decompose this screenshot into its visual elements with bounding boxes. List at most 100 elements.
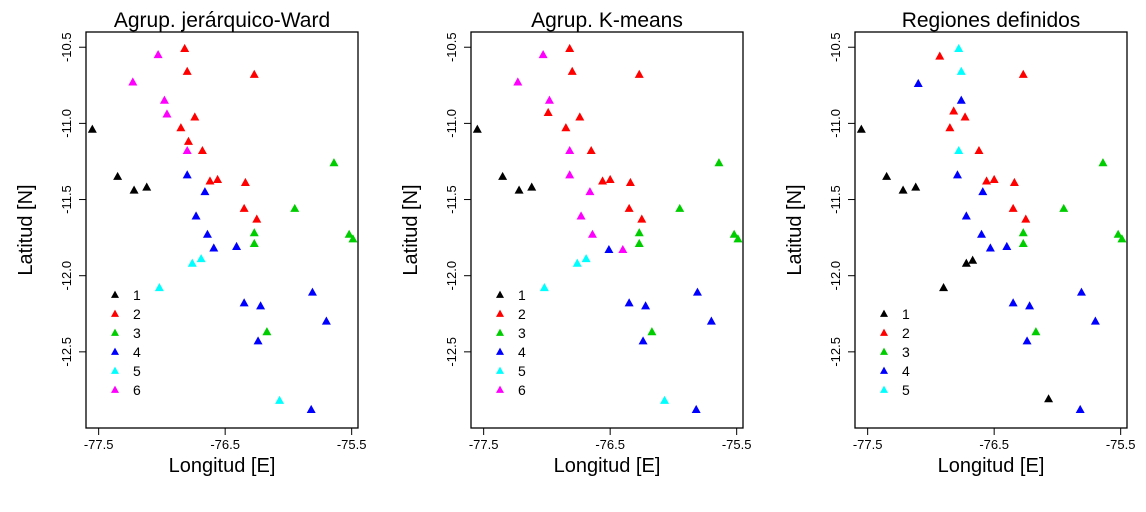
data-point-series-1 bbox=[856, 124, 866, 133]
legend-entry-label: 1 bbox=[133, 287, 141, 303]
data-point-series-3 bbox=[634, 228, 644, 237]
data-point-series-1 bbox=[113, 171, 123, 180]
y-tick-label: -12.5 bbox=[828, 337, 843, 367]
data-point-series-4 bbox=[182, 170, 192, 179]
data-point-series-2 bbox=[183, 136, 193, 145]
data-point-series-1 bbox=[87, 124, 97, 133]
data-point-series-3 bbox=[1031, 327, 1041, 336]
data-point-series-3 bbox=[249, 228, 259, 237]
data-point-series-2 bbox=[945, 123, 955, 132]
data-point-series-4 bbox=[978, 187, 988, 196]
data-point-series-2 bbox=[239, 203, 249, 212]
legend-marker bbox=[111, 328, 119, 336]
legend-entry-label: 5 bbox=[902, 382, 910, 398]
data-point-series-5 bbox=[954, 43, 964, 52]
data-point-series-6 bbox=[162, 109, 172, 118]
legend-entry-label: 2 bbox=[902, 325, 910, 341]
plot-frame bbox=[470, 31, 744, 429]
legend-entry-label: 2 bbox=[518, 306, 526, 322]
data-point-series-5 bbox=[539, 283, 549, 292]
x-axis-label: Longitud [E] bbox=[169, 455, 276, 477]
y-tick-label: -12.0 bbox=[828, 261, 843, 291]
data-point-series-6 bbox=[153, 49, 163, 59]
data-point-series-4 bbox=[624, 298, 634, 307]
data-point-series-3 bbox=[290, 203, 300, 212]
data-point-series-4 bbox=[1075, 404, 1085, 413]
data-point-series-2 bbox=[190, 112, 200, 121]
legend-marker bbox=[496, 328, 504, 336]
x-tick-label: -76.5 bbox=[595, 437, 625, 452]
data-point-series-5 bbox=[581, 254, 591, 263]
y-tick-label: -10.5 bbox=[59, 32, 74, 62]
data-point-series-6 bbox=[618, 244, 628, 254]
y-tick-label: -12.5 bbox=[444, 337, 459, 367]
y-tick-label: -11.5 bbox=[828, 185, 843, 214]
data-point-series-2 bbox=[598, 176, 608, 185]
data-point-series-4 bbox=[239, 298, 249, 307]
x-tick-label: -75.5 bbox=[722, 437, 752, 452]
data-point-series-6 bbox=[576, 211, 586, 220]
data-point-series-3 bbox=[634, 238, 644, 247]
data-point-series-2 bbox=[205, 176, 215, 185]
data-point-series-4 bbox=[1076, 287, 1086, 296]
data-point-series-6 bbox=[159, 95, 169, 104]
legend-entry-label: 3 bbox=[518, 325, 526, 341]
data-point-series-6 bbox=[585, 187, 595, 196]
data-point-series-3 bbox=[1117, 234, 1127, 243]
data-point-series-4 bbox=[977, 229, 987, 238]
legend-entry-label: 3 bbox=[902, 344, 910, 360]
data-point-series-4 bbox=[307, 287, 317, 296]
legend-marker bbox=[111, 366, 119, 374]
data-point-series-4 bbox=[952, 170, 962, 179]
data-point-series-4 bbox=[306, 404, 316, 413]
data-point-series-4 bbox=[209, 243, 219, 252]
plot-frame bbox=[854, 31, 1128, 429]
data-point-series-4 bbox=[1002, 241, 1012, 250]
data-point-series-2 bbox=[605, 174, 615, 183]
chart-panel-2: Agrup. K-means -77.5 -76.5 -75.5 Longitud [E… bbox=[400, 9, 751, 477]
data-point-series-4 bbox=[191, 211, 201, 220]
data-point-series-3 bbox=[344, 229, 354, 238]
legend-marker bbox=[880, 328, 888, 336]
legend-entry-label: 5 bbox=[518, 363, 526, 379]
data-point-series-1 bbox=[142, 182, 152, 191]
data-point-series-2 bbox=[1009, 177, 1019, 187]
y-axis-label: Latitud [N] bbox=[784, 184, 806, 275]
data-point-series-1 bbox=[1044, 394, 1054, 403]
data-point-series-3 bbox=[1098, 158, 1108, 167]
data-point-series-1 bbox=[498, 171, 508, 180]
data-point-series-4 bbox=[232, 241, 242, 250]
data-point-series-5 bbox=[572, 258, 582, 267]
legend-entry-label: 4 bbox=[902, 363, 910, 379]
data-point-series-1 bbox=[527, 182, 537, 191]
legend-marker bbox=[111, 290, 119, 298]
data-point-series-6 bbox=[182, 145, 192, 155]
legend-entry-label: 6 bbox=[518, 382, 526, 398]
data-point-series-4 bbox=[1008, 298, 1018, 307]
data-point-series-4 bbox=[200, 187, 210, 196]
data-point-series-5 bbox=[660, 395, 670, 404]
data-point-series-4 bbox=[321, 316, 331, 325]
data-point-series-2 bbox=[935, 51, 945, 60]
data-point-series-2 bbox=[249, 69, 259, 78]
data-point-series-2 bbox=[634, 69, 644, 78]
legend-marker bbox=[111, 309, 119, 317]
data-point-series-4 bbox=[961, 211, 971, 220]
data-point-series-1 bbox=[129, 185, 139, 194]
data-point-series-2 bbox=[197, 145, 207, 155]
data-point-series-5 bbox=[956, 66, 966, 75]
data-point-series-2 bbox=[974, 145, 984, 155]
data-point-series-3 bbox=[262, 327, 272, 336]
data-point-series-2 bbox=[240, 177, 250, 187]
data-point-series-4 bbox=[256, 301, 266, 310]
data-point-series-4 bbox=[913, 78, 923, 88]
data-point-series-1 bbox=[968, 255, 978, 264]
x-tick-label: -76.5 bbox=[210, 437, 240, 452]
data-point-series-1 bbox=[939, 283, 949, 292]
data-point-series-5 bbox=[196, 254, 206, 263]
x-tick-label: -77.5 bbox=[84, 437, 114, 452]
data-point-series-5 bbox=[187, 258, 197, 267]
y-tick-label: -12.5 bbox=[59, 337, 74, 367]
y-tick-label: -12.0 bbox=[59, 261, 74, 291]
